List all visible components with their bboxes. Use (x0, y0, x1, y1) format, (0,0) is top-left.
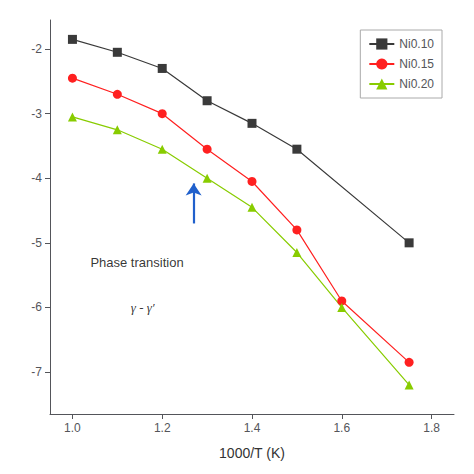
svg-text:Ni0.10: Ni0.10 (399, 37, 434, 51)
svg-text:-2: -2 (31, 42, 42, 56)
svg-text:Phase transition: Phase transition (90, 255, 183, 270)
svg-text:1000/T (K): 1000/T (K) (219, 445, 285, 461)
svg-text:1.0: 1.0 (64, 421, 81, 435)
svg-text:Ni0.15: Ni0.15 (399, 57, 434, 71)
svg-text:-3: -3 (31, 107, 42, 121)
svg-text:-7: -7 (31, 365, 42, 379)
svg-text:1.2: 1.2 (154, 421, 171, 435)
svg-text:-5: -5 (31, 236, 42, 250)
svg-text:1.4: 1.4 (244, 421, 261, 435)
svg-text:Ni0.20: Ni0.20 (399, 77, 434, 91)
svg-text:-4: -4 (31, 171, 42, 185)
svg-text:-6: -6 (31, 300, 42, 314)
svg-text:γ - γ′: γ - γ′ (131, 300, 155, 315)
svg-text:1.6: 1.6 (333, 421, 350, 435)
svg-text:1.8: 1.8 (423, 421, 440, 435)
